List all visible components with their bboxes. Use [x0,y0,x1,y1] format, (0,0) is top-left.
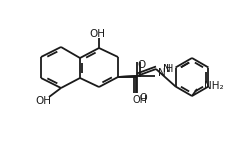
Text: N: N [158,68,166,78]
Text: O: O [139,93,147,103]
Text: NH₂: NH₂ [204,81,224,91]
Text: OH: OH [133,95,148,105]
Text: N: N [163,64,171,74]
Text: OH: OH [35,96,51,106]
Text: H: H [166,64,174,74]
Text: OH: OH [89,29,105,39]
Text: O: O [138,60,146,70]
